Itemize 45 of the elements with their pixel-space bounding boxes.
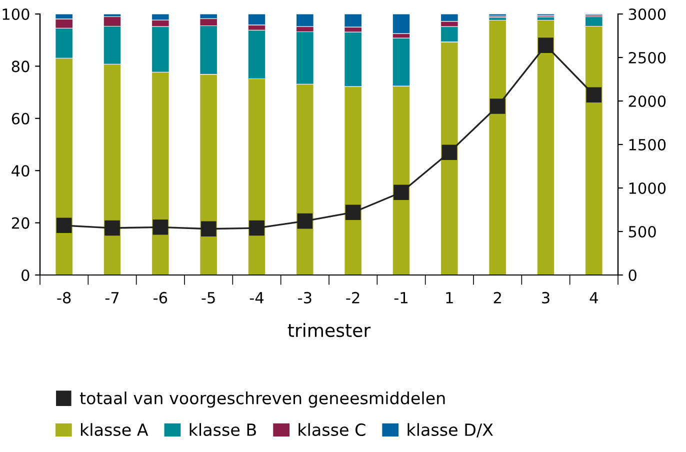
bar — [536, 20, 555, 275]
legend-label: klasse A — [81, 423, 148, 436]
point — [56, 218, 72, 234]
y2-tick-label: 0 — [628, 269, 636, 282]
point — [345, 204, 361, 220]
y-tick-label: 100 — [2, 8, 30, 20]
point — [104, 220, 120, 236]
y-tick-label: 80 — [12, 60, 30, 72]
x-tick-label: -5 — [202, 292, 215, 304]
point — [586, 87, 602, 103]
point — [442, 144, 458, 160]
y2-tick-label: 3000 — [628, 8, 666, 20]
y2-tick-label: 2000 — [628, 95, 666, 108]
legend-label: klasse C — [298, 423, 366, 436]
x-tick-label: -1 — [394, 292, 408, 304]
x-tick-label: -7 — [105, 292, 119, 304]
x-tick-label: 2 — [494, 292, 501, 304]
x-tick-label: 1 — [446, 292, 453, 304]
legend-label: totaal van voorgeschreven geneesmiddelen — [80, 391, 445, 408]
y2-tick-label: 500 — [628, 226, 656, 238]
x-tick-label: 4 — [590, 292, 598, 304]
y2-tick-label: 1500 — [629, 138, 666, 151]
x-tick-label: -4 — [250, 292, 264, 304]
point — [152, 220, 168, 235]
x-tick-label: -8 — [57, 292, 71, 304]
point — [200, 221, 216, 237]
point — [249, 220, 264, 236]
y2-tick-label: 1000 — [629, 182, 666, 194]
y2-tick-label: 2500 — [628, 52, 666, 64]
x-axis-title: trimester — [288, 323, 371, 338]
x-tick-label: -6 — [154, 292, 168, 304]
x-tick-label: 3 — [542, 292, 550, 304]
point — [538, 38, 554, 53]
bar — [488, 20, 507, 275]
point — [394, 184, 409, 200]
legend-label: klasse B — [190, 423, 256, 436]
y-tick-label: 0 — [22, 269, 30, 282]
point — [490, 98, 506, 114]
legend-label: klasse D/X — [408, 423, 493, 438]
x-tick-label: -3 — [298, 292, 312, 304]
y-tick-label: 60 — [12, 112, 30, 124]
point — [297, 213, 313, 229]
y-tick-label: 40 — [12, 165, 30, 177]
y-tick-label: 20 — [12, 217, 30, 229]
x-tick-label: -2 — [346, 292, 360, 304]
